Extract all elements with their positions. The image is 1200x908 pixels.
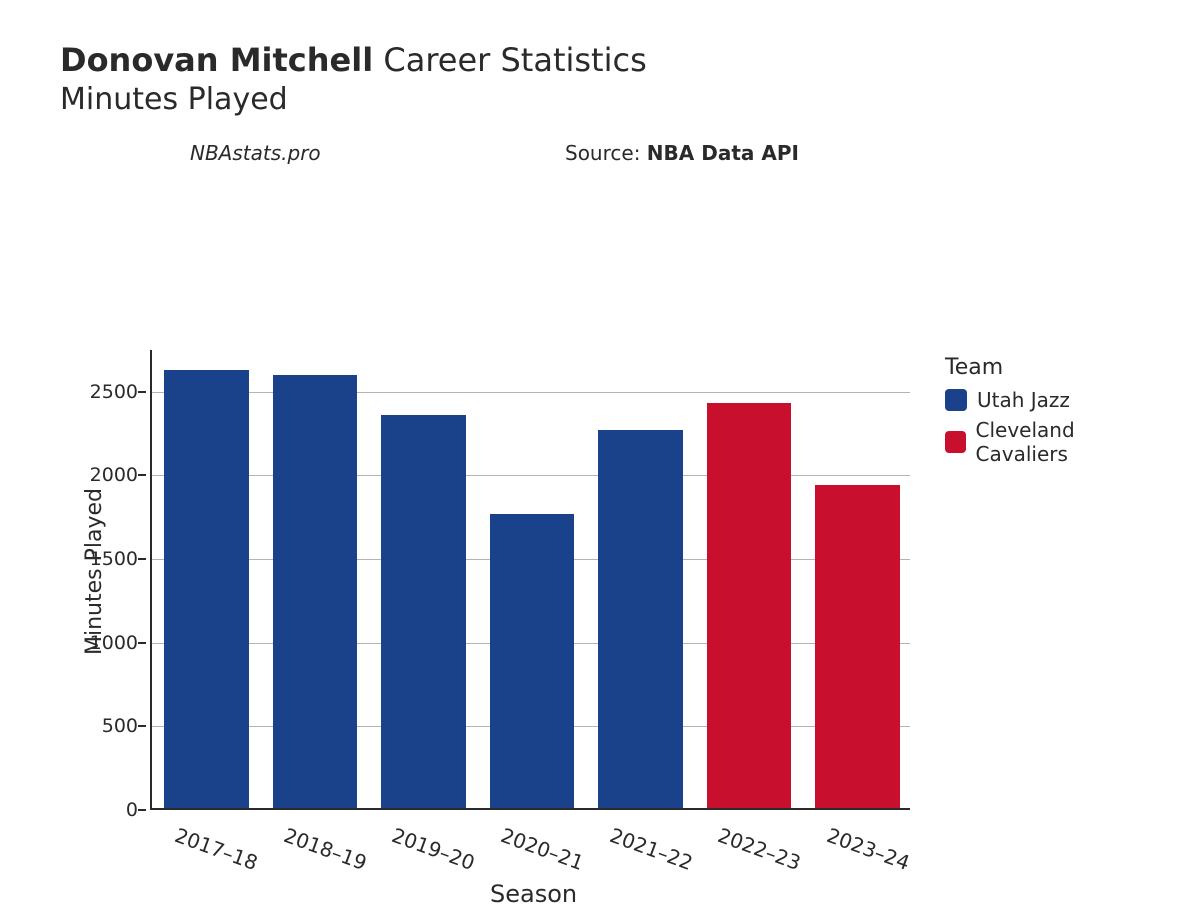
chart-root: Donovan Mitchell Career Statistics Minut… [0, 0, 1200, 800]
legend-label: Utah Jazz [977, 388, 1070, 412]
y-tick-mark [138, 725, 146, 727]
gridline [152, 392, 910, 393]
site-credit: NBAstats.pro [190, 141, 321, 165]
plot-area [150, 350, 910, 810]
chart-title: Donovan Mitchell Career Statistics [60, 40, 1160, 80]
legend-swatch [945, 389, 967, 411]
y-tick-mark [138, 642, 146, 644]
title-bold: Donovan Mitchell [60, 41, 373, 79]
x-tick-label: 2019–20 [389, 823, 478, 875]
title-light: Career Statistics [373, 41, 647, 79]
bar [273, 375, 358, 808]
source-value: NBA Data API [647, 141, 799, 165]
y-tick-mark [138, 809, 146, 811]
title-block: Donovan Mitchell Career Statistics Minut… [60, 40, 1160, 117]
legend: Team Utah Jazz Cleveland Cavaliers [945, 355, 1160, 472]
legend-label: Cleveland Cavaliers [976, 418, 1160, 466]
x-tick-label: 2021–22 [606, 823, 695, 875]
x-axis-label: Season [490, 880, 577, 908]
bar [707, 403, 792, 808]
y-tick-mark [138, 558, 146, 560]
y-tick-label: 2000 [90, 464, 138, 486]
y-axis-label: Minutes Played [82, 488, 107, 655]
x-tick-label: 2017–18 [172, 823, 261, 875]
x-tick-label: 2018–19 [280, 823, 369, 875]
gridline [152, 475, 910, 476]
bar [815, 485, 900, 808]
legend-item: Cleveland Cavaliers [945, 418, 1160, 466]
bar [381, 415, 466, 808]
x-tick-label: 2023–24 [823, 823, 912, 875]
y-tick-label: 0 [126, 799, 138, 821]
y-tick-label: 500 [102, 715, 138, 737]
y-tick-mark [138, 474, 146, 476]
chart-subtitle: Minutes Played [60, 82, 1160, 117]
source-credit: Source: NBA Data API [565, 141, 799, 165]
legend-item: Utah Jazz [945, 388, 1160, 412]
annotation-row: NBAstats.pro Source: NBA Data API [60, 141, 1160, 175]
legend-title: Team [945, 355, 1160, 380]
legend-swatch [945, 431, 966, 453]
x-tick-label: 2020–21 [498, 823, 587, 875]
bar [598, 430, 683, 808]
y-tick-mark [138, 391, 146, 393]
y-tick-label: 2500 [90, 381, 138, 403]
x-tick-label: 2022–23 [715, 823, 804, 875]
bar [490, 514, 575, 808]
bar [164, 370, 249, 808]
source-label: Source: [565, 141, 647, 165]
